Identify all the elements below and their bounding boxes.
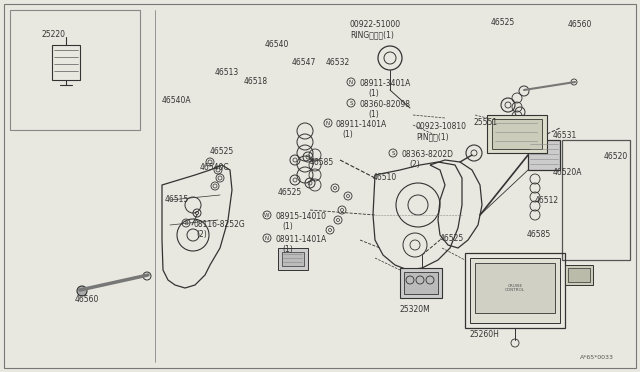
Bar (404, 272, 438, 294)
Text: 08911-3401A: 08911-3401A (359, 79, 410, 88)
Text: 46518: 46518 (244, 77, 268, 86)
Text: 25260H: 25260H (470, 330, 500, 339)
Text: A*65*0033: A*65*0033 (580, 355, 614, 360)
Text: (1): (1) (342, 130, 353, 139)
Text: (1): (1) (282, 245, 292, 254)
Text: 46560: 46560 (75, 295, 99, 304)
Text: 46525: 46525 (210, 147, 234, 156)
Bar (278, 248, 308, 270)
Text: 08116-8252G: 08116-8252G (194, 220, 246, 229)
Text: (2): (2) (196, 230, 207, 239)
Text: 46515: 46515 (165, 195, 189, 204)
Bar (565, 265, 593, 285)
Bar (492, 119, 542, 149)
Text: B: B (184, 221, 188, 225)
Text: 08911-1401A: 08911-1401A (275, 235, 326, 244)
Text: 46513: 46513 (215, 68, 239, 77)
Bar (465, 253, 565, 328)
Text: 46525: 46525 (491, 18, 515, 27)
Text: 46585: 46585 (527, 230, 551, 239)
Text: 46520A: 46520A (553, 168, 582, 177)
Text: (2): (2) (409, 160, 420, 169)
Text: 00922-51000: 00922-51000 (350, 20, 401, 29)
Text: 46512: 46512 (535, 196, 559, 205)
Text: 46532: 46532 (326, 58, 350, 67)
Text: PINピン(1): PINピン(1) (416, 132, 449, 141)
Text: (1): (1) (368, 110, 379, 119)
Text: CRUISE
CONTROL: CRUISE CONTROL (505, 284, 525, 292)
Bar (475, 263, 555, 313)
Bar (528, 140, 560, 170)
Text: 46531: 46531 (553, 131, 577, 140)
Text: S: S (391, 151, 395, 155)
Text: N: N (326, 121, 330, 125)
Text: 46585: 46585 (310, 158, 334, 167)
Bar (10, 10, 140, 130)
Text: 46560: 46560 (568, 20, 593, 29)
Bar (52, 45, 80, 80)
Text: 00923-10810: 00923-10810 (416, 122, 467, 131)
Text: 25220: 25220 (42, 30, 66, 39)
Text: 46540: 46540 (265, 40, 289, 49)
Text: 46510: 46510 (373, 173, 397, 182)
Text: 46525: 46525 (440, 234, 464, 243)
Text: N: N (265, 235, 269, 241)
Bar (487, 115, 547, 153)
Text: 08360-82098: 08360-82098 (359, 100, 410, 109)
Text: 08363-8202D: 08363-8202D (401, 150, 453, 159)
Text: RINGリング(1): RINGリング(1) (350, 30, 394, 39)
Text: (1): (1) (368, 89, 379, 98)
Bar (562, 140, 630, 260)
Text: 25320M: 25320M (400, 305, 431, 314)
Text: 08915-14010: 08915-14010 (275, 212, 326, 221)
Text: 46520: 46520 (604, 152, 628, 161)
Text: 25551: 25551 (474, 118, 498, 127)
Bar (400, 268, 442, 298)
Text: 46525: 46525 (278, 188, 302, 197)
Text: 46547: 46547 (292, 58, 316, 67)
Bar (568, 268, 590, 282)
Circle shape (77, 286, 87, 296)
Text: N: N (349, 80, 353, 84)
Bar (282, 252, 304, 266)
Text: (1): (1) (282, 222, 292, 231)
Bar (470, 258, 560, 323)
Text: S: S (349, 100, 353, 106)
Text: 46540A: 46540A (162, 96, 191, 105)
Text: 08911-1401A: 08911-1401A (336, 120, 387, 129)
Text: W: W (264, 212, 269, 218)
Text: 46540C: 46540C (200, 163, 230, 172)
